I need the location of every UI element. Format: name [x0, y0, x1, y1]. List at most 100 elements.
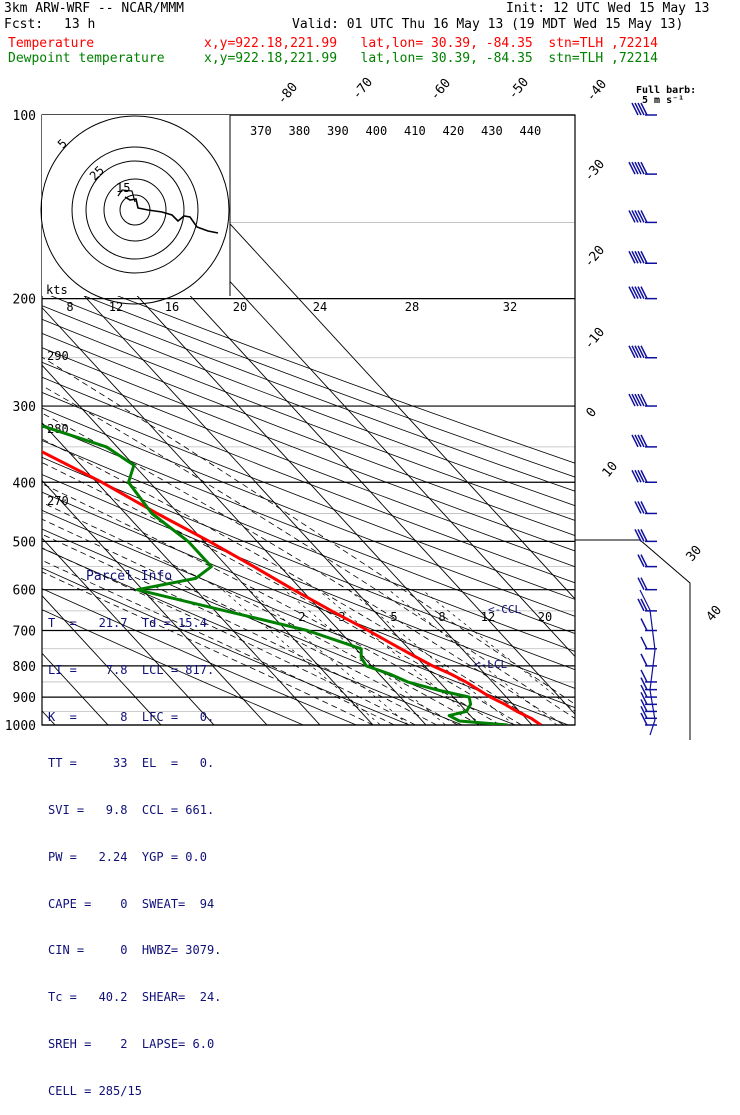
wind-barb-flag [628, 161, 636, 175]
wind-barb-flag [640, 677, 648, 690]
isotherm-label: -80 [275, 80, 302, 108]
forecast-value: 13 h [64, 17, 96, 32]
isotherm-label: -70 [350, 75, 377, 103]
parcel-row: CAPE = 0 SWEAT= 94 [48, 896, 215, 911]
dry-adiabat-line [42, 392, 575, 600]
wind-barb-flag [640, 161, 648, 175]
hodo-ring-outer [40, 115, 230, 305]
wind-barb-flag [634, 286, 642, 299]
wind-barb-flag [640, 692, 648, 705]
wind-barb-flag [634, 250, 642, 264]
pressure-label: 1000 [5, 719, 36, 734]
theta-label: 410 [404, 124, 426, 138]
parcel-row: Tc = 40.2 SHEAR= 24. [48, 990, 222, 1005]
forecast-label: Fcst: [4, 17, 44, 32]
wind-barb-flag [640, 712, 648, 726]
temperature-location: x,y=922.18,221.99 lat,lon= 30.39, -84.35… [204, 36, 658, 51]
hodograph-background [42, 115, 230, 296]
isotherm-line [42, 594, 162, 725]
dry-adiabat-line [42, 407, 575, 617]
theta-label: 390 [327, 124, 349, 138]
wind-barb-flag [628, 286, 636, 299]
isotherm-label: -30 [582, 157, 609, 185]
isotherm-line [42, 249, 480, 725]
lcl-label: <-LCL [474, 658, 507, 671]
isotherm-line [42, 364, 374, 725]
moist-adiabat-line [42, 518, 458, 725]
isotherm-label: -40 [584, 77, 611, 105]
parcel-info-title: Parcel Info [86, 569, 173, 585]
wind-barb-flag [631, 102, 639, 116]
moist-adiabat-line [42, 385, 575, 719]
wind-barb-flag [634, 434, 642, 448]
wind-barb-flag [640, 684, 648, 698]
mixing-ratio-line [248, 589, 410, 725]
temperature-legend: Temperature [8, 36, 95, 51]
wind-barb-flag [640, 705, 648, 719]
dry-adiabat-line [42, 347, 575, 552]
temperature-profile [42, 450, 542, 725]
isotherm-line [42, 537, 215, 725]
wind-barb-flag [640, 102, 648, 116]
mixing-ratio-label: 32 [503, 300, 517, 314]
hodograph-trace-low [117, 189, 136, 203]
pressure-label: 300 [13, 400, 36, 415]
wind-barb-flag [634, 529, 642, 542]
parcel-row: SVI = 9.8 CCL = 661. [48, 803, 215, 818]
parcel-row: PW = 2.24 YGP = 0.0 [48, 849, 207, 864]
wind-barb-flag [640, 250, 648, 264]
wind-barb-flag [637, 434, 645, 448]
wind-barb-flag [631, 469, 639, 483]
theta-label: 400 [366, 124, 388, 138]
wind-barb-flag [628, 250, 636, 264]
wind-barb-flag [640, 286, 648, 299]
wind-barb-flag [640, 577, 648, 591]
mixing-ratio-label: 24 [313, 300, 327, 314]
init-time: Init: 12 UTC Wed 15 May 13 [506, 1, 710, 16]
dry-adiabat-line [42, 491, 575, 709]
wind-barb-flag [640, 434, 648, 448]
hodograph-trace [124, 196, 219, 234]
isotherm-label: 40 [704, 603, 726, 625]
wind-barb-flag [640, 618, 648, 631]
pressure-label: 900 [13, 691, 36, 706]
dry-adiabat-line [42, 567, 411, 725]
wind-barb-flag [637, 469, 645, 483]
wind-barb-flag [634, 469, 642, 483]
parcel-row: TT = 33 EL = 0. [48, 756, 215, 771]
theta-label: 270 [47, 494, 69, 508]
wind-barb-flag [640, 554, 648, 567]
dewpoint-profile [42, 424, 508, 725]
pressure-label: 400 [13, 476, 36, 491]
dry-adiabat-line [42, 318, 575, 521]
mixing-ratio-label: 28 [405, 300, 419, 314]
dry-adiabat-line [42, 456, 575, 671]
wind-barb-flag [631, 393, 639, 407]
model-title: 3km ARW-WRF -- NCAR/MMM [4, 1, 185, 16]
wind-barb-flag [628, 210, 636, 223]
wind-barb-flag [637, 577, 645, 591]
mixing-ratio-label: 5 [390, 610, 397, 624]
isotherm-label: -60 [428, 76, 455, 104]
mixing-ratio-label: 20 [233, 300, 247, 314]
hodograph-ring-label: 15 [116, 181, 130, 195]
wind-barb-flag [634, 345, 642, 359]
wind-barb-flag [637, 161, 645, 175]
wind-barb-flag [637, 598, 645, 612]
isotherm-label: -10 [582, 325, 609, 353]
pressure-label: 500 [13, 535, 36, 550]
dry-adiabat-line [42, 332, 575, 536]
wind-barb-flag [628, 345, 636, 359]
theta-label: 290 [47, 349, 69, 363]
wind-profile-trace [639, 589, 656, 736]
dewpoint-legend: Dewpoint temperature [8, 51, 165, 66]
pressure-label: 100 [13, 109, 36, 124]
theta-label: 380 [289, 124, 311, 138]
pressure-label: 600 [13, 584, 36, 599]
wind-barb-flag [640, 345, 648, 359]
wind-barb-flag [634, 161, 642, 175]
wind-barb-flag [637, 529, 645, 542]
parcel-row: LI = 7.8 LCL = 817. [48, 662, 215, 677]
plot-frame [41, 114, 576, 726]
